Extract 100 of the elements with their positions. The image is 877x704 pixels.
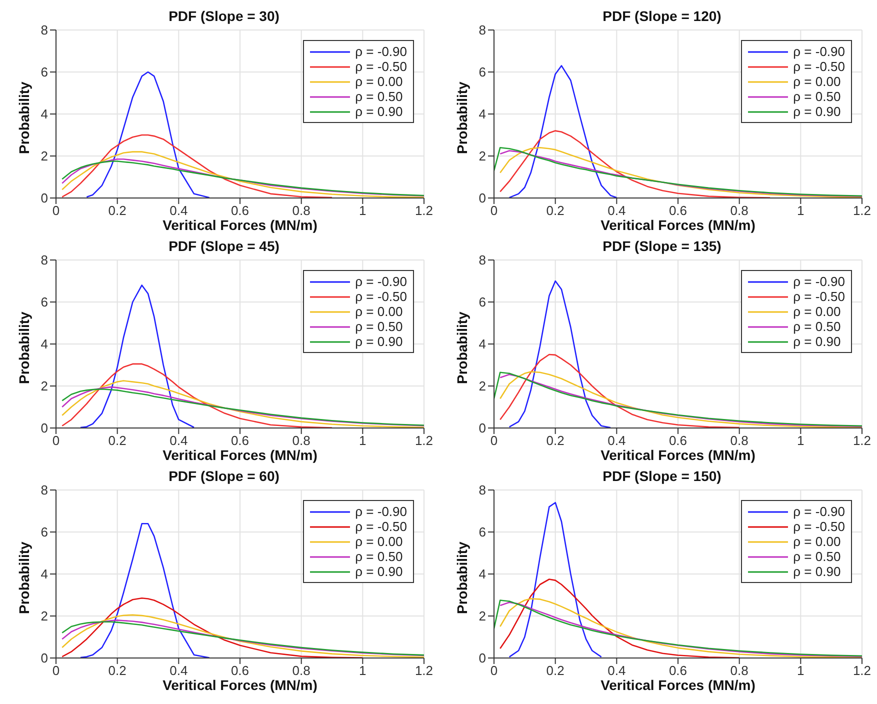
line-series [61,380,424,428]
legend-label: ρ = -0.50 [355,59,407,74]
y-axis-title: Probability [454,541,470,614]
line-series [61,363,333,428]
x-tick-label: 0.6 [230,433,250,448]
y-tick-label: 0 [478,190,486,206]
legend-label: ρ = 0.50 [355,549,403,564]
y-tick-label: 2 [478,148,486,164]
y-tick-label: 8 [478,482,486,498]
chart-title: PDF (Slope = 150) [602,468,722,484]
y-tick-label: 0 [478,420,486,436]
y-tick-label: 2 [40,608,48,624]
x-axis-title: Veritical Forces (MN/m) [162,676,318,693]
x-tick-label: 0.2 [546,433,564,448]
x-tick-label: 0.8 [730,663,748,678]
chart-title: PDF (Slope = 45) [168,238,280,254]
y-tick-label: 6 [478,64,486,80]
line-series [508,65,618,198]
y-tick-label: 8 [478,22,486,38]
x-tick-label: 0 [52,663,60,678]
legend-label: ρ = 0.90 [793,564,841,579]
x-tick-label: 0.8 [292,203,310,218]
legend-label: ρ = -0.90 [793,274,845,289]
x-tick-label: 1 [797,433,804,448]
x-axis-title: Veritical Forces (MN/m) [162,216,318,233]
y-tick-label: 8 [40,22,48,38]
y-tick-label: 6 [478,524,486,540]
legend-label: ρ = 0.90 [355,564,403,579]
x-axis-title: Veritical Forces (MN/m) [600,446,756,463]
y-tick-label: 0 [478,650,486,666]
x-tick-label: 1 [797,663,804,678]
y-tick-label: 0 [40,650,48,666]
line-series [80,284,195,428]
chart-title: PDF (Slope = 60) [168,468,280,484]
legend-label: ρ = 0.50 [793,319,841,334]
x-tick-label: 0.2 [546,663,564,678]
line-series [61,598,364,658]
legend-label: ρ = -0.50 [355,519,407,534]
x-tick-label: 0.4 [608,663,626,678]
y-tick-label: 6 [40,524,48,540]
x-tick-label: 0 [52,433,60,448]
legend-label: ρ = 0.00 [793,534,841,549]
legend-label: ρ = 0.90 [793,104,841,119]
y-axis-title: Probability [16,311,32,384]
legend-label: ρ = 0.00 [355,534,403,549]
legend-label: ρ = -0.90 [355,274,407,289]
x-tick-label: 0.4 [170,203,188,218]
chart-title: PDF (Slope = 120) [602,8,722,24]
x-tick-label: 0.4 [608,433,626,448]
y-tick-label: 0 [40,420,48,436]
x-tick-label: 0.4 [170,663,188,678]
x-axis-title: Veritical Forces (MN/m) [162,446,318,463]
x-tick-label: 0 [490,203,498,218]
legend-label: ρ = 0.00 [793,74,841,89]
legend-label: ρ = -0.50 [793,519,845,534]
y-tick-label: 4 [40,566,48,582]
y-tick-label: 4 [478,336,486,352]
x-tick-label: 1.2 [414,663,434,678]
y-tick-label: 8 [40,482,48,498]
y-tick-label: 2 [40,148,48,164]
y-tick-label: 6 [478,294,486,310]
y-tick-label: 8 [478,252,486,268]
line-series [508,502,602,658]
legend-label: ρ = 0.00 [355,304,403,319]
legend-label: ρ = 0.00 [793,304,841,319]
legend-label: ρ = -0.90 [355,504,407,519]
x-tick-label: 0 [490,663,498,678]
y-tick-label: 8 [40,252,48,268]
y-tick-label: 2 [40,378,48,394]
x-tick-label: 0.8 [730,433,748,448]
line-series [61,151,424,198]
y-tick-label: 4 [478,106,486,122]
x-tick-label: 0 [52,203,60,218]
legend-label: ρ = 0.50 [793,549,841,564]
line-series [80,522,210,658]
x-tick-label: 0.6 [230,663,250,678]
y-axis-title: Probability [16,81,32,154]
x-tick-label: 1 [797,203,804,218]
y-tick-label: 2 [478,608,486,624]
legend-label: ρ = 0.00 [355,74,403,89]
line-series [86,71,210,198]
y-axis-title: Probability [16,541,32,614]
x-tick-label: 0.6 [668,663,688,678]
x-tick-label: 1 [359,203,366,218]
legend-label: ρ = -0.50 [793,59,845,74]
x-tick-label: 1.2 [414,433,434,448]
legend-label: ρ = -0.50 [793,289,845,304]
x-tick-label: 0.2 [546,203,564,218]
legend-label: ρ = 0.50 [355,89,403,104]
chart-title: PDF (Slope = 30) [168,8,280,24]
line-series [499,354,740,428]
legend-label: ρ = 0.90 [793,334,841,349]
x-tick-label: 0 [490,433,498,448]
y-tick-label: 0 [40,190,48,206]
x-tick-label: 0.8 [292,433,310,448]
x-tick-label: 0.8 [292,663,310,678]
line-series [508,280,612,428]
y-axis-title: Probability [454,311,470,384]
x-tick-label: 1.2 [852,433,872,448]
legend-label: ρ = 0.90 [355,104,403,119]
